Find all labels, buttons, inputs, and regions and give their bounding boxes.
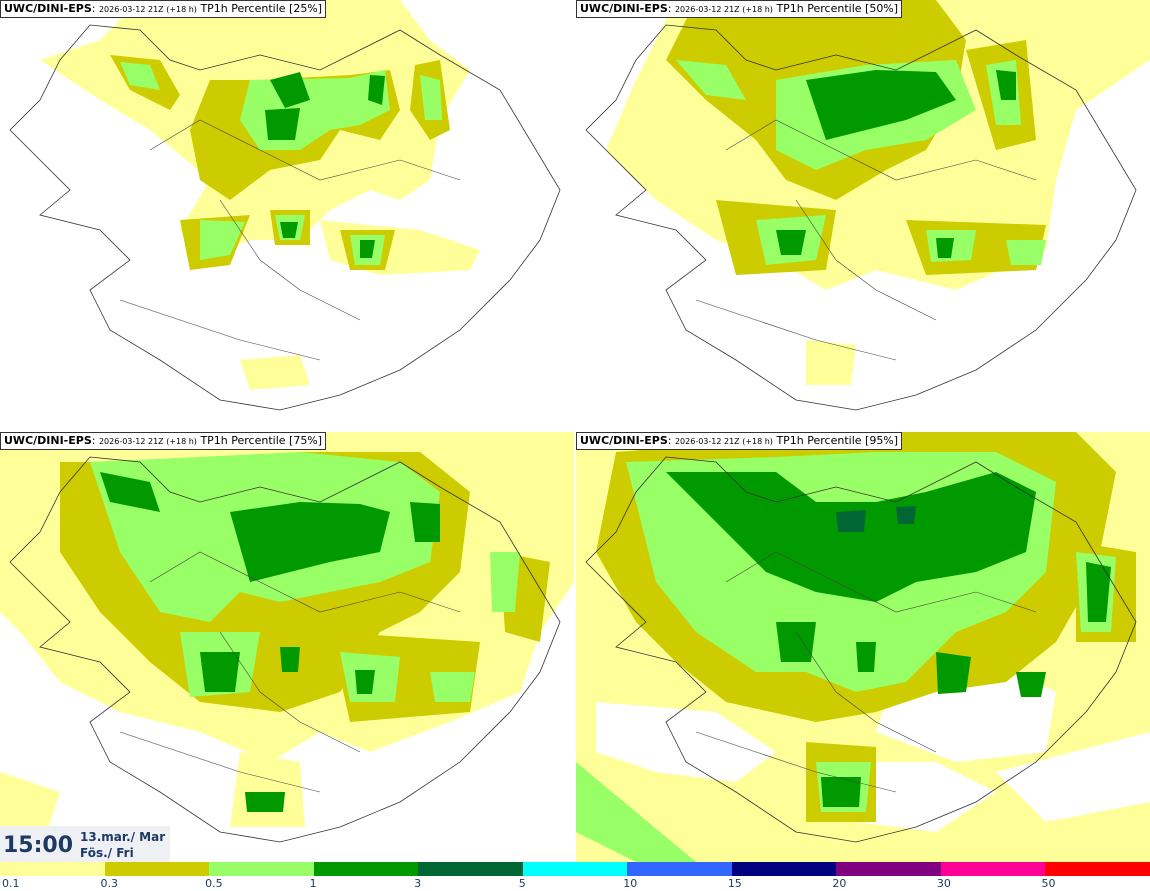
colorbar-segment bbox=[940, 862, 1046, 876]
panel-title: UWC/DINI-EPS: 2026-03-12 21Z (+18 h) TP1… bbox=[576, 0, 903, 18]
colorbar-segment bbox=[731, 862, 837, 876]
colorbar-segment bbox=[522, 862, 628, 876]
colorbar-tick-label: 3 bbox=[414, 877, 422, 890]
colorbar-tick-label: 0.5 bbox=[205, 877, 223, 890]
map-panel-p75: UWC/DINI-EPS: 2026-03-12 21Z (+18 h) TP1… bbox=[0, 432, 574, 862]
colorbar-tick-label: 0.3 bbox=[100, 877, 119, 890]
precip-map bbox=[9, 0, 561, 411]
colorbar-tick-label: 10 bbox=[623, 877, 638, 890]
colorbar-segment bbox=[418, 862, 523, 876]
panel-title: UWC/DINI-EPS: 2026-03-12 21Z (+18 h) TP1… bbox=[0, 0, 327, 18]
precip-map bbox=[576, 432, 1150, 862]
colorbar-tick-label: 5 bbox=[518, 877, 526, 890]
map-panel-p95: UWC/DINI-EPS: 2026-03-12 21Z (+18 h) TP1… bbox=[576, 432, 1150, 862]
colorbar-tick-label: 20 bbox=[832, 877, 847, 890]
panel-title: UWC/DINI-EPS: 2026-03-12 21Z (+18 h) TP1… bbox=[0, 432, 327, 450]
precip-map bbox=[0, 432, 574, 852]
colorbar-segment bbox=[0, 862, 105, 876]
colorbar-tick-label: 0.1 bbox=[2, 877, 20, 890]
colorbar-segment bbox=[313, 862, 419, 876]
colorbar-segment bbox=[104, 862, 210, 876]
colorbar-tick-label: 1 bbox=[309, 877, 317, 890]
map-panel-p25: UWC/DINI-EPS: 2026-03-12 21Z (+18 h) TP1… bbox=[0, 0, 574, 430]
map-panel-p50: UWC/DINI-EPS: 2026-03-12 21Z (+18 h) TP1… bbox=[576, 0, 1150, 430]
panel-title: UWC/DINI-EPS: 2026-03-12 21Z (+18 h) TP1… bbox=[576, 432, 903, 450]
precip-map bbox=[585, 0, 1150, 411]
colorbar-ticks: 0.1 0.3 0.5 1 3 5 10 15 20 30 50 bbox=[0, 876, 1150, 891]
colorbar-segment bbox=[627, 862, 732, 876]
colorbar-tick-label: 50 bbox=[1041, 877, 1056, 890]
colorbar-tick-label: 30 bbox=[936, 877, 951, 890]
colorbar-segment bbox=[836, 862, 941, 876]
colorbar bbox=[0, 862, 1150, 876]
valid-weekday: Fös./ Fri bbox=[80, 846, 134, 860]
valid-time-box bbox=[0, 826, 170, 864]
valid-date: 13.mar./ Mar bbox=[80, 830, 166, 844]
colorbar-segment bbox=[1045, 862, 1150, 876]
colorbar-tick-label: 15 bbox=[727, 877, 742, 890]
valid-time: 15:00 bbox=[3, 833, 74, 858]
colorbar-segment bbox=[209, 862, 314, 876]
